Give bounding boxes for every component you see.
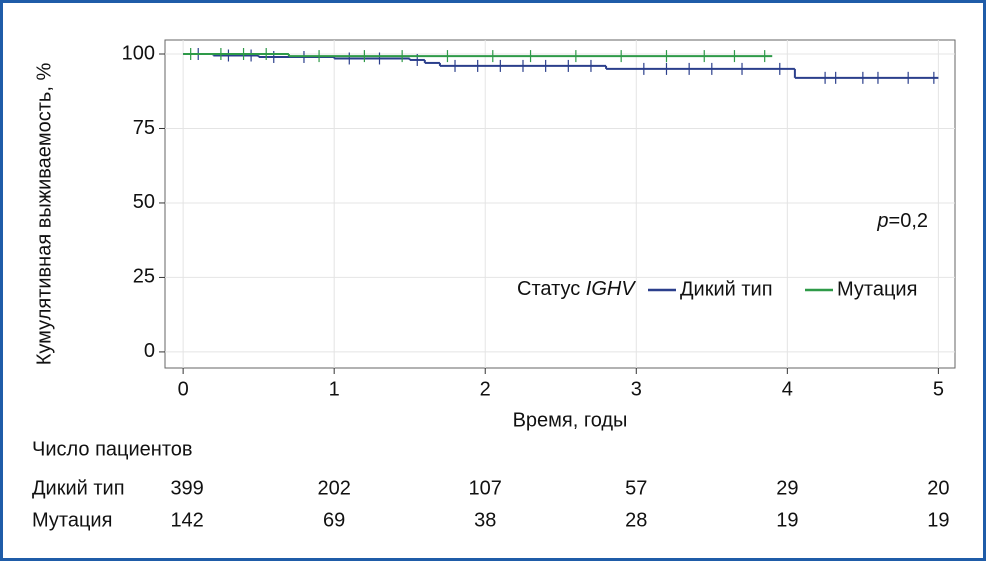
risk-count: 28 <box>625 509 647 531</box>
annotation-text: =0,2 <box>889 210 928 232</box>
x-tick-label: 4 <box>782 378 793 400</box>
x-tick-label: 2 <box>480 378 491 400</box>
risk-count: 107 <box>469 477 502 499</box>
legend-title: Статус IGHV <box>517 278 636 300</box>
risk-count: 57 <box>625 477 647 499</box>
x-tick-label: 3 <box>631 378 642 400</box>
risk-count: 142 <box>170 509 203 531</box>
x-axis-label: Время, годы <box>513 409 628 431</box>
risk-count: 19 <box>927 509 949 531</box>
legend-label: Дикий тип <box>680 278 773 300</box>
x-tick-label: 1 <box>329 378 340 400</box>
legend-title-gene: IGHV <box>586 278 637 300</box>
x-tick-label: 0 <box>178 378 189 400</box>
risk-row-name: Дикий тип <box>32 477 125 499</box>
risk-count: 399 <box>170 477 203 499</box>
risk-row-name: Мутация <box>32 509 112 531</box>
risk-count: 202 <box>317 477 350 499</box>
risk-count: 20 <box>927 477 949 499</box>
risk-count: 38 <box>474 509 496 531</box>
y-tick-label: 75 <box>133 117 155 139</box>
plot-area <box>164 39 956 369</box>
legend-label: Мутация <box>837 278 917 300</box>
y-tick-label: 25 <box>133 266 155 288</box>
y-tick-label: 100 <box>122 42 155 64</box>
risk-table-title: Число пациентов <box>32 438 193 460</box>
risk-count: 29 <box>776 477 798 499</box>
annotation: p=0,2 <box>876 210 928 232</box>
y-tick-label: 0 <box>144 340 155 362</box>
x-tick-label: 5 <box>933 378 944 400</box>
risk-count: 19 <box>776 509 798 531</box>
risk-count: 69 <box>323 509 345 531</box>
legend-title-text: Статус <box>517 278 580 300</box>
y-tick-label: 50 <box>133 191 155 213</box>
y-axis-label: Кумулятивная выживаемость, % <box>33 63 55 366</box>
annotation-symbol: p <box>876 210 888 232</box>
